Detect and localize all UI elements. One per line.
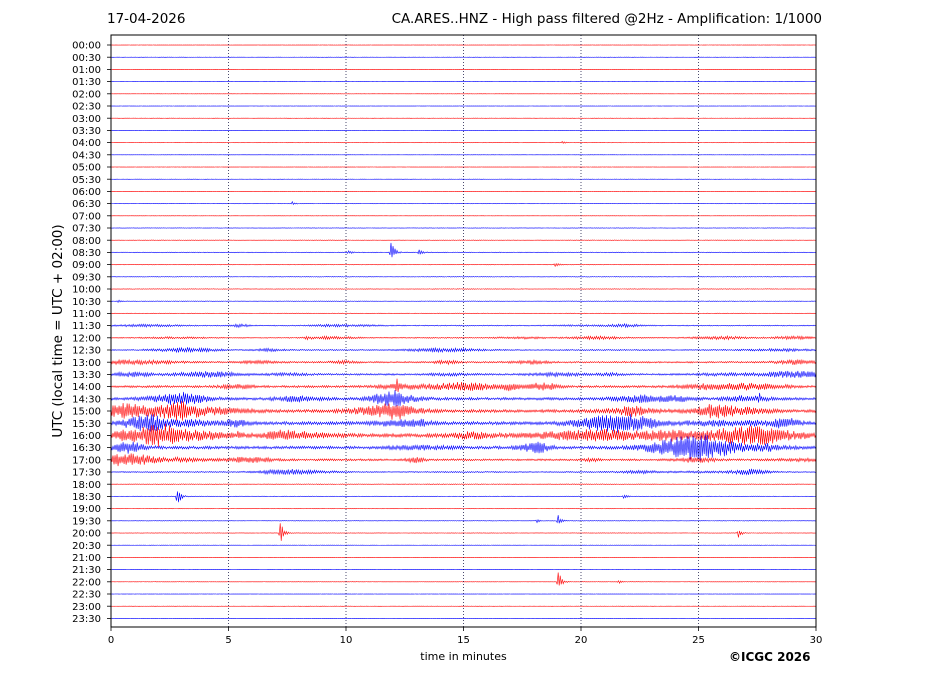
- y-tick-label: 02:00: [72, 89, 101, 100]
- y-tick-label: 20:00: [72, 529, 101, 540]
- y-tick-label: 11:00: [72, 309, 101, 320]
- trace-1030: [110, 299, 817, 303]
- chart-title: CA.ARES..HNZ - High pass filtered @2Hz -…: [391, 11, 822, 27]
- y-tick-label: 07:00: [72, 211, 101, 222]
- y-tick-label: 11:30: [72, 321, 101, 332]
- y-tick-label: 17:00: [72, 455, 101, 466]
- trace-1730: [110, 468, 817, 476]
- y-tick-label: 22:00: [72, 577, 101, 588]
- y-tick-label: 14:00: [72, 382, 101, 393]
- copyright-label: ©ICGC 2026: [729, 650, 811, 664]
- y-tick-label: 16:30: [72, 443, 101, 454]
- trace-1830: [110, 491, 817, 503]
- y-tick-label: 19:30: [72, 516, 101, 527]
- y-axis-label: UTC (local time = UTC + 02:00): [50, 224, 66, 437]
- y-tick-label: 18:30: [72, 492, 101, 503]
- y-tick-label: 05:00: [72, 163, 101, 174]
- trace-1200: [110, 335, 817, 341]
- y-tick-label: 02:30: [72, 102, 101, 113]
- y-tick-label: 13:30: [72, 370, 101, 381]
- y-tick-label: 12:30: [72, 346, 101, 357]
- y-tick-label: 08:00: [72, 236, 101, 247]
- y-tick-label: 23:30: [72, 614, 101, 625]
- trace-1000: [110, 288, 817, 290]
- y-tick-label: 20:30: [72, 541, 101, 552]
- x-tick-label: 0: [108, 635, 114, 646]
- trace-0400: [110, 140, 817, 144]
- x-axis-label: time in minutes: [420, 650, 507, 663]
- y-tick-label: 15:30: [72, 419, 101, 430]
- y-tick-label: 23:00: [72, 602, 101, 613]
- y-tick-label: 03:30: [72, 126, 101, 137]
- x-tick-label: 10: [340, 635, 353, 646]
- trace-2000: [110, 523, 817, 541]
- y-tick-label: 19:00: [72, 504, 101, 515]
- y-tick-label: 13:00: [72, 358, 101, 369]
- trace-1700: [110, 453, 817, 467]
- x-tick-label: 25: [692, 635, 705, 646]
- y-tick-label: 15:00: [72, 407, 101, 418]
- traces-group: [110, 44, 817, 619]
- y-tick-label: 04:00: [72, 138, 101, 149]
- y-tick-label: 10:00: [72, 285, 101, 296]
- x-tick-label: 5: [225, 635, 231, 646]
- y-tick-label: 22:30: [72, 590, 101, 601]
- y-tick-label: 04:30: [72, 150, 101, 161]
- y-tick-label: 07:30: [72, 224, 101, 235]
- trace-1930: [110, 515, 817, 524]
- y-tick-label: 10:30: [72, 297, 101, 308]
- plot-frame: [110, 34, 817, 628]
- grid-lines: [228, 35, 699, 627]
- y-tick-label: 12:00: [72, 333, 101, 344]
- y-tick-label: 21:30: [72, 565, 101, 576]
- trace-0930: [110, 276, 817, 278]
- y-tick-label: 08:30: [72, 248, 101, 259]
- trace-0830: [110, 242, 817, 258]
- y-tick-label: 06:00: [72, 187, 101, 198]
- y-tick-label: 17:30: [72, 468, 101, 479]
- y-tick-label: 16:00: [72, 431, 101, 442]
- y-tick-label: 05:30: [72, 175, 101, 186]
- y-tick-label: 06:30: [72, 199, 101, 210]
- y-tick-label: 01:30: [72, 77, 101, 88]
- y-tick-label: 01:00: [72, 65, 101, 76]
- y-tick-label: 03:00: [72, 114, 101, 125]
- y-tick-label: 18:00: [72, 480, 101, 491]
- y-tick-label: 21:00: [72, 553, 101, 564]
- trace-1430: [110, 389, 817, 407]
- trace-1130: [110, 322, 817, 329]
- x-axis: 0 5 10 15 20 25 30: [108, 627, 823, 646]
- trace-1800: [110, 483, 817, 485]
- y-tick-label: 09:00: [72, 260, 101, 271]
- x-tick-label: 30: [810, 635, 823, 646]
- y-tick-label: 00:00: [72, 41, 101, 52]
- x-tick-label: 20: [575, 635, 588, 646]
- y-tick-label: 00:30: [72, 53, 101, 64]
- y-tick-label: 14:30: [72, 394, 101, 405]
- trace-0900: [110, 262, 817, 268]
- date-label: 17-04-2026: [107, 11, 186, 27]
- trace-1100: [110, 312, 817, 315]
- trace-1400: [110, 378, 817, 392]
- x-tick-label: 15: [457, 635, 470, 646]
- y-tick-label: 09:30: [72, 272, 101, 283]
- trace-1230: [110, 346, 817, 354]
- trace-2200: [110, 572, 817, 586]
